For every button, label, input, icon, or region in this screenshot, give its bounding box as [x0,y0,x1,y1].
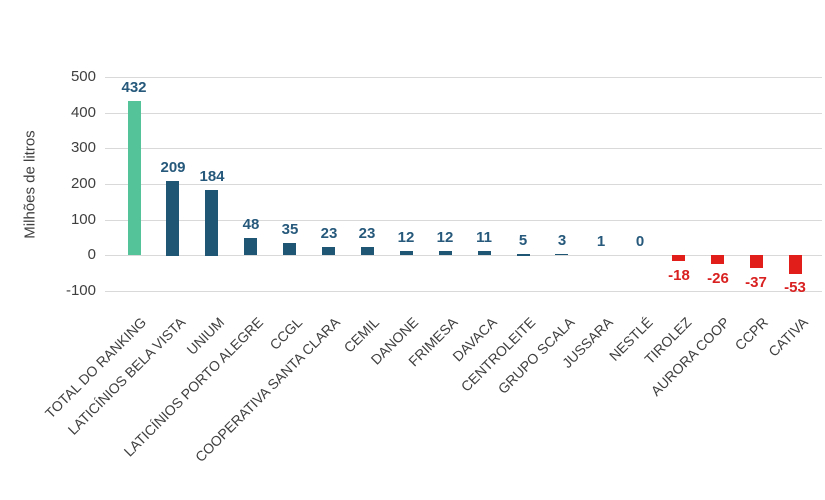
bar-0 [128,101,141,255]
y-tick-label: 500 [70,68,96,85]
bar-3 [244,238,257,255]
bar-6 [361,247,374,255]
bar-15 [711,255,724,264]
gridline [105,291,822,292]
value-label: 23 [320,225,338,242]
value-label: 12 [397,229,415,246]
value-label: 48 [242,216,260,233]
gridline [105,148,822,149]
bar-4 [283,243,296,255]
value-label: -53 [784,279,806,296]
value-label: 432 [121,79,147,96]
bar-14 [672,255,685,261]
value-label: 3 [557,232,567,249]
bar-17 [789,255,802,274]
y-tick-label: 200 [70,175,96,192]
y-tick-label: 0 [87,246,96,263]
value-label: -26 [707,270,729,287]
y-tick-label: 100 [70,211,96,228]
value-label: 35 [281,221,299,238]
y-tick-label: 300 [70,139,96,156]
y-tick-label: 400 [70,104,96,121]
value-label: 11 [476,229,492,246]
gridline [105,255,822,256]
gridline [105,184,822,185]
value-label: 0 [635,233,645,250]
gridline [105,77,822,78]
value-label: 184 [199,168,225,185]
bar-11 [555,254,568,255]
bar-8 [439,251,452,255]
value-label: 23 [358,225,376,242]
bar-2 [205,190,218,256]
bar-7 [400,251,413,255]
value-label: 5 [518,232,528,249]
bar-16 [750,255,763,268]
value-label: 12 [436,229,454,246]
y-tick-label: -100 [65,282,96,299]
bar-5 [322,247,335,255]
gridline [105,113,822,114]
y-axis-title: Milhões de litros [21,130,39,239]
value-label: 209 [160,159,186,176]
gridline [105,220,822,221]
value-label: -37 [745,274,767,291]
bar-9 [478,251,491,255]
bar-10 [517,254,530,256]
bar-1 [166,181,179,256]
value-label: 1 [596,233,606,250]
category-label: CATIVA [764,314,811,360]
value-label: -18 [668,267,690,284]
